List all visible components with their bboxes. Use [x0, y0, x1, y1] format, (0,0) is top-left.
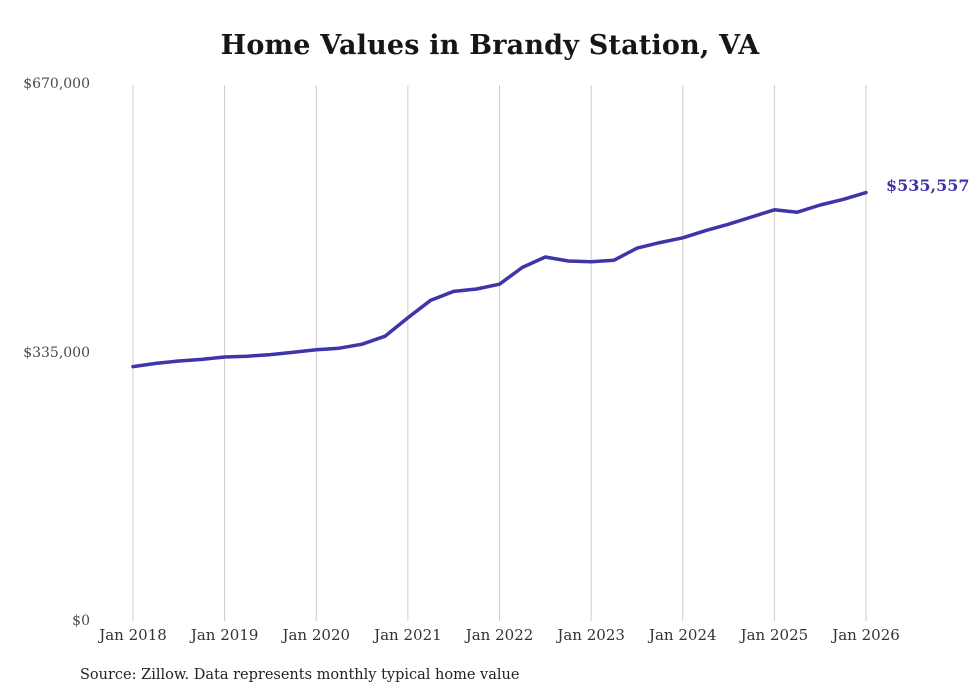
x-axis-tick-label: Jan 2020 — [282, 626, 351, 644]
source-note: Source: Zillow. Data represents monthly … — [80, 667, 520, 683]
home-value-line — [131, 190, 868, 369]
y-axis-tick-0: $0 — [72, 613, 90, 629]
y-axis-tick-335000: $335,000 — [23, 345, 90, 361]
x-axis-tick-label: Jan 2021 — [374, 626, 442, 644]
y-axis-tick-670000: $670,000 — [23, 76, 90, 92]
x-axis-tick-label: Jan 2018 — [99, 626, 167, 644]
x-axis-tick-label: Jan 2019 — [190, 626, 259, 644]
x-axis-tick-label: Jan 2024 — [648, 626, 717, 644]
x-axis-tick-label: Jan 2023 — [557, 626, 625, 644]
end-value-label: $535,557 — [886, 176, 970, 195]
chart-title: Home Values in Brandy Station, VA — [220, 30, 760, 61]
x-axis-tick-label: Jan 2025 — [740, 626, 809, 644]
x-axis-tick-label: Jan 2022 — [465, 626, 534, 644]
x-axis-tick-label: Jan 2026 — [832, 626, 900, 644]
